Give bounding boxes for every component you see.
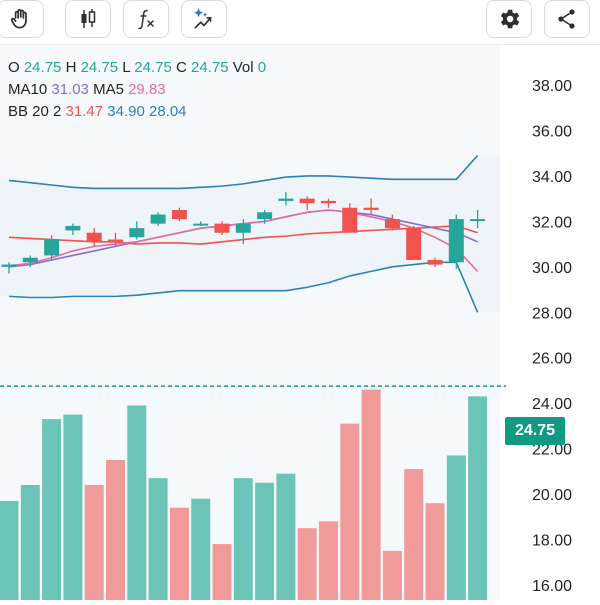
volume-value: 0 [257,59,267,76]
chart-area[interactable]: 38.00 36.00 34.00 32.00 30.00 28.00 26.00 24.00… [0,45,600,600]
candle-body [299,198,315,204]
high-label: H [65,59,77,76]
gear-icon [500,9,520,29]
price-axis-label: 30.00 [532,260,572,277]
price-axis-label: 22.00 [532,442,572,459]
ohlc-legend: O 24.75 H 24.75 L 24.75 C 24.75 Vol 0 [8,59,266,76]
volume-bar [84,485,104,600]
candle-body [470,219,486,222]
share-button[interactable] [544,0,590,38]
candlestick-icon [81,9,96,28]
high-value: 24.75 [80,59,119,76]
volume-bar [276,473,296,600]
candle-body [129,228,145,238]
ma5-label: MA5 [93,81,124,98]
ma5-value: 29.83 [128,81,166,98]
volume-bar [191,498,211,600]
candle-body [363,207,379,210]
candle-body [44,239,60,256]
candle-body [193,223,209,226]
candle-body [150,214,166,224]
price-axis-label: 24.00 [532,396,572,413]
volume-bar [255,482,275,600]
price-axis-label: 32.00 [532,214,572,231]
open-value: 24.75 [23,59,62,76]
candle-body [406,228,422,260]
price-axis-label: 28.00 [532,305,572,322]
bb-lower-value: 28.04 [148,103,187,120]
candle-body [448,219,464,263]
settings-button[interactable] [486,0,532,38]
price-axis-label: 20.00 [532,487,572,504]
volume-bar [468,396,488,600]
bb-legend: BB 20 2 31.47 34.90 28.04 [8,103,187,120]
open-label: O [8,59,20,76]
bb-label: BB 20 2 [8,103,62,120]
volume-bar [169,507,189,600]
low-label: L [122,59,131,76]
volume-label: Vol [232,59,254,76]
current-price-badge: 24.75 [505,417,565,445]
price-axis-label: 34.00 [532,169,572,186]
candle-body [22,257,38,263]
candle-body [86,232,102,242]
candle-body [1,264,17,267]
volume-bar [233,478,253,600]
volume-bar [361,389,381,600]
bb-upper-line [8,154,479,190]
toolbar-divider [0,44,600,45]
low-value: 24.75 [134,59,172,76]
volume-bar [148,478,168,600]
close-label: C [175,59,187,76]
volume-bar [20,485,40,600]
volume-bar [42,419,62,600]
candle-body [278,198,294,201]
candle-body [214,223,230,233]
volume-bar [425,503,445,600]
bollinger-band-fill [0,155,500,313]
hand-tool-button[interactable] [0,0,44,38]
volume-bar [340,423,360,600]
candle-body [108,239,123,242]
volume-bar [446,455,466,600]
candle-body [235,223,251,233]
ma10-value: 31.03 [51,81,89,98]
ma10-label: MA10 [8,81,48,98]
ma-legend: MA10 31.03 MA5 29.83 [8,81,166,98]
volume-bar [404,469,424,600]
candle-body [321,200,336,204]
volume-bar [63,414,83,600]
price-axis-label: 26.00 [532,351,572,368]
price-axis-label: 38.00 [532,78,572,95]
indicators-button[interactable] [123,0,169,38]
candle-body [342,207,358,233]
bb-lower-line [8,261,479,313]
volume-bar [127,405,147,600]
bb-upper-value: 31.47 [65,103,104,120]
share-icon [558,9,575,29]
candle-body [427,260,443,265]
volume-bar [212,544,232,600]
price-axis-label: 16.00 [532,578,572,595]
volume-bar [106,460,125,600]
price-axis-label: 18.00 [532,533,572,550]
hand-icon [10,9,27,29]
bb-middle-value: 34.90 [107,103,145,120]
close-value: 24.75 [191,59,229,76]
candle-body [65,225,81,231]
price-axis-label: 36.00 [532,123,572,140]
ai-drawing-button[interactable] [181,0,227,38]
volume-bar [297,528,317,600]
candle-body [257,212,273,220]
volume-bar [382,550,402,600]
chart-canvas[interactable]: 38.00 36.00 34.00 32.00 30.00 28.00 26.00 24.00… [0,45,600,600]
candle-body [171,210,187,220]
chart-type-button[interactable] [65,0,111,38]
candle-body [384,219,400,229]
sparkle-chart-icon [194,8,212,29]
volume-bar [319,521,338,600]
chart-toolbar [0,0,600,44]
function-icon [138,9,154,30]
volume-bar [0,500,19,600]
